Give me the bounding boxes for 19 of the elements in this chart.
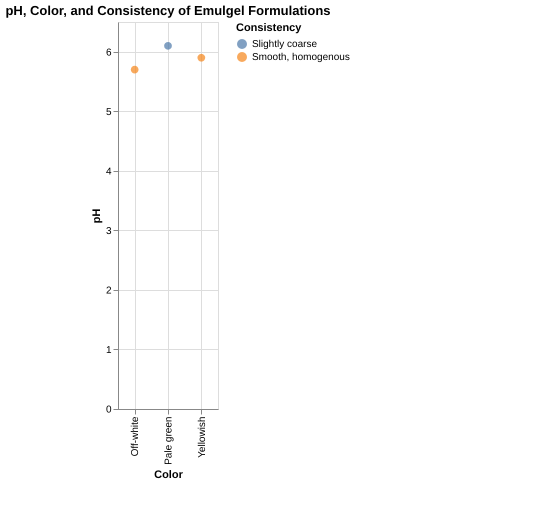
- chart-title: pH, Color, and Consistency of Emulgel Formulations: [5, 3, 331, 18]
- x-axis-title: Color: [154, 468, 184, 481]
- x-tick-label: Off-white: [130, 416, 142, 456]
- legend-label: Slightly coarse: [252, 39, 318, 50]
- x-tick-label: Pale green: [164, 416, 174, 465]
- x-tick-label: Yellowish: [196, 416, 208, 458]
- point: [164, 42, 172, 50]
- y-tick-label: 6: [106, 47, 112, 58]
- y-tick-label: 5: [106, 106, 112, 118]
- y-tick-label: 3: [106, 226, 112, 237]
- y-tick-label: 2: [106, 285, 112, 296]
- y-tick-label: 1: [106, 344, 112, 356]
- y-tick-label: 0: [106, 404, 112, 416]
- y-tick-label: 4: [106, 166, 112, 178]
- point: [197, 54, 206, 62]
- point: [130, 66, 139, 74]
- legend-title: Consistency: [236, 22, 302, 34]
- y-axis-title: pH: [90, 208, 103, 224]
- legend-label: Smooth, homogenous: [252, 52, 350, 63]
